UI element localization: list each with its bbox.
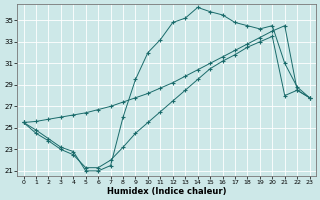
X-axis label: Humidex (Indice chaleur): Humidex (Indice chaleur) bbox=[107, 187, 226, 196]
